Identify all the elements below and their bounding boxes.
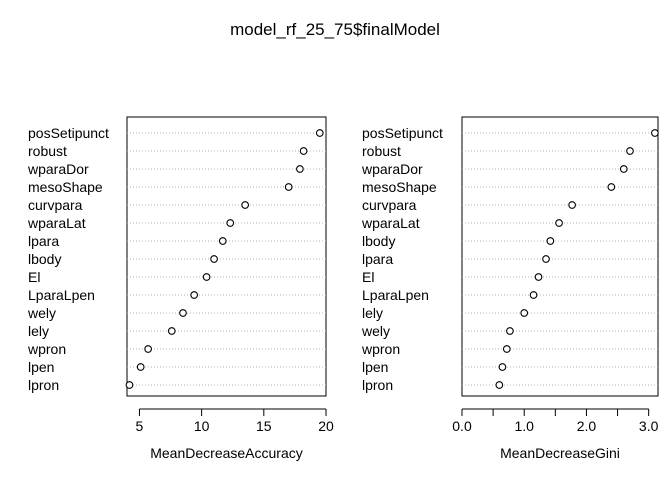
data-point (502, 345, 511, 353)
panels: posSetipunct robust wparaDor mesoShape curvp… (27, 116, 659, 461)
category-label: lely (28, 323, 49, 339)
data-point (626, 147, 634, 155)
category-label: curvpara (28, 197, 83, 213)
category-label: wparaDor (27, 161, 89, 177)
data-point (202, 273, 211, 281)
data-point (534, 273, 543, 281)
category-label: wpron (27, 341, 66, 357)
x-axis-label: MeanDecreaseGini (500, 445, 620, 461)
data-point (315, 129, 324, 137)
category-label: lely (362, 305, 383, 321)
category-label: wparaLat (361, 215, 420, 231)
data-point (568, 201, 576, 209)
x-tick-label: 1.0 (514, 418, 534, 434)
data-point (210, 255, 218, 263)
data-point (167, 327, 176, 335)
data-point (218, 237, 227, 245)
data-point (555, 219, 563, 227)
category-label: lbody (28, 251, 61, 267)
figure-title: model_rf_25_75$finalModel (230, 20, 440, 39)
plot-frame (126, 116, 327, 397)
category-label: LparaLpen (28, 287, 95, 303)
data-point (495, 381, 504, 389)
data-point (607, 183, 616, 191)
data-point (619, 165, 628, 173)
dotchart-panel-2: posSetipunct robust wparaDor mesoShape curvp… (361, 116, 659, 461)
x-tick-label: 3.0 (639, 418, 659, 434)
category-label: lpen (362, 359, 388, 375)
data-point (136, 363, 145, 371)
category-label: lpen (28, 359, 54, 375)
category-label: El (362, 269, 374, 285)
x-axis-label: MeanDecreaseAccuracy (150, 445, 303, 461)
category-label: posSetipunct (28, 125, 109, 141)
category-label: mesoShape (362, 179, 437, 195)
data-point (520, 309, 529, 317)
x-tick-label: 0.0 (452, 418, 472, 434)
data-point (651, 129, 659, 137)
category-label: lpara (28, 233, 59, 249)
category-label: wely (27, 305, 56, 321)
data-point (299, 147, 308, 155)
data-point (241, 201, 250, 209)
data-point (296, 165, 304, 173)
data-point (125, 381, 134, 389)
category-label: lpron (28, 377, 59, 393)
category-label: lbody (362, 233, 395, 249)
category-label: wpron (361, 341, 400, 357)
category-label: lpara (362, 251, 393, 267)
category-label: robust (362, 143, 401, 159)
x-tick-label: 2.0 (577, 418, 597, 434)
x-tick-label: 5 (136, 418, 144, 434)
category-label: wparaLat (27, 215, 86, 231)
dotchart-panel-1: posSetipunct robust wparaDor mesoShape curvp… (27, 116, 334, 461)
data-point (546, 237, 555, 245)
x-tick-label: 10 (194, 418, 210, 434)
category-label: LparaLpen (362, 287, 429, 303)
plot-frame (461, 116, 659, 397)
category-label: wely (361, 323, 390, 339)
category-label: lpron (362, 377, 393, 393)
data-point (179, 309, 187, 317)
x-tick-label: 15 (256, 418, 272, 434)
category-label: El (28, 269, 40, 285)
data-point (284, 183, 293, 191)
data-point (529, 291, 538, 299)
x-tick-label: 20 (318, 418, 334, 434)
data-point (542, 255, 550, 263)
data-point (144, 345, 152, 353)
data-point (506, 327, 514, 335)
category-label: robust (28, 143, 67, 159)
category-label: posSetipunct (362, 125, 443, 141)
category-label: wparaDor (361, 161, 423, 177)
data-point (190, 291, 199, 299)
data-point (498, 363, 507, 371)
category-label: mesoShape (28, 179, 103, 195)
data-point (226, 219, 235, 227)
category-label: curvpara (362, 197, 417, 213)
